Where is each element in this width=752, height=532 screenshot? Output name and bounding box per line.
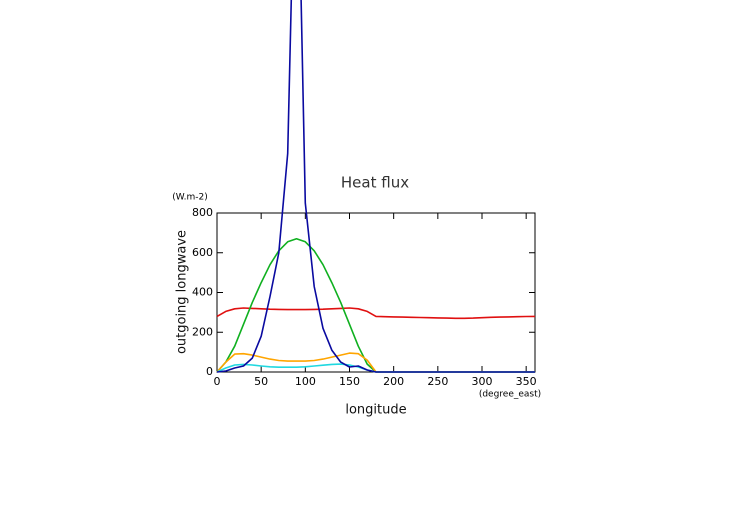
y-unit: (W.m-2) (172, 193, 208, 203)
data-line (216, 307, 536, 320)
y-tick-label: 800 (192, 206, 213, 219)
data-line (216, 0, 535, 373)
x-tick-label: 0 (214, 375, 221, 388)
x-tick-label: 250 (427, 375, 448, 388)
data-line (216, 352, 535, 373)
y-tick-label: 0 (206, 365, 213, 378)
x-tick-label: 50 (254, 375, 268, 388)
x-tick-label: 350 (516, 375, 537, 388)
x-axis-label: longitude (345, 403, 406, 418)
x-tick-label: 150 (339, 375, 360, 388)
y-tick-label: 200 (192, 325, 213, 338)
chart-title: Heat flux (341, 174, 409, 192)
x-unit: (degree_east) (479, 390, 541, 400)
y-tick-label: 400 (192, 286, 213, 299)
plot-frame (216, 212, 536, 373)
x-tick-label: 300 (472, 375, 493, 388)
x-tick-label: 200 (383, 375, 404, 388)
x-tick-label: 100 (295, 375, 316, 388)
y-axis-label: outgoing longwave (175, 230, 190, 354)
data-line (216, 238, 535, 373)
y-tick-label: 600 (192, 246, 213, 259)
